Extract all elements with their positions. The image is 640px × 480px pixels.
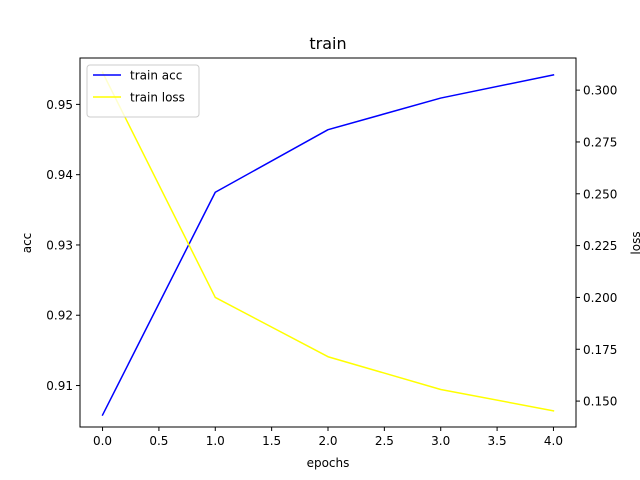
y-left-tick-label: 0.93 <box>46 238 73 252</box>
legend-label-0: train acc <box>130 69 182 83</box>
legend: train acc train loss <box>86 64 200 118</box>
y-left-tick-label: 0.94 <box>46 168 73 182</box>
legend-label-1: train loss <box>130 91 185 105</box>
x-tick-label: 3.5 <box>488 434 507 448</box>
y-right-tick-label: 0.300 <box>583 84 617 98</box>
x-tick-label: 0.0 <box>93 434 112 448</box>
x-tick-label: 2.5 <box>375 434 394 448</box>
x-tick-label: 0.5 <box>149 434 168 448</box>
x-axis-label: epochs <box>307 456 350 470</box>
x-tick-label: 2.0 <box>318 434 337 448</box>
y-right-tick-label: 0.250 <box>583 187 617 201</box>
y-left-tick-label: 0.92 <box>46 309 73 323</box>
series-line-0 <box>101 73 555 417</box>
x-tick-label: 4.0 <box>544 434 563 448</box>
y-axis-left-label: acc <box>20 233 34 254</box>
y-axis-right-label: loss <box>629 231 640 254</box>
series-line-1 <box>101 71 555 412</box>
y-right-tick-label: 0.175 <box>583 343 617 357</box>
chart-title: train <box>309 34 346 53</box>
y-right-tick-label: 0.150 <box>583 395 617 409</box>
y-right-tick-label: 0.275 <box>583 135 617 149</box>
x-tick-label: 1.5 <box>262 434 281 448</box>
y-right-tick-label: 0.200 <box>583 291 617 305</box>
x-tick-label: 1.0 <box>206 434 225 448</box>
y-left-tick-label: 0.91 <box>46 379 73 393</box>
legend-box <box>86 64 200 118</box>
y-left-tick-label: 0.95 <box>46 98 73 112</box>
y-right-tick-label: 0.225 <box>583 239 617 253</box>
plot-area: 0.0 0.5 1.0 1.5 2.0 2.5 3.0 3.5 4.0 0.91 0.92 0.93 0… <box>46 57 617 448</box>
x-tick-label: 3.0 <box>431 434 450 448</box>
